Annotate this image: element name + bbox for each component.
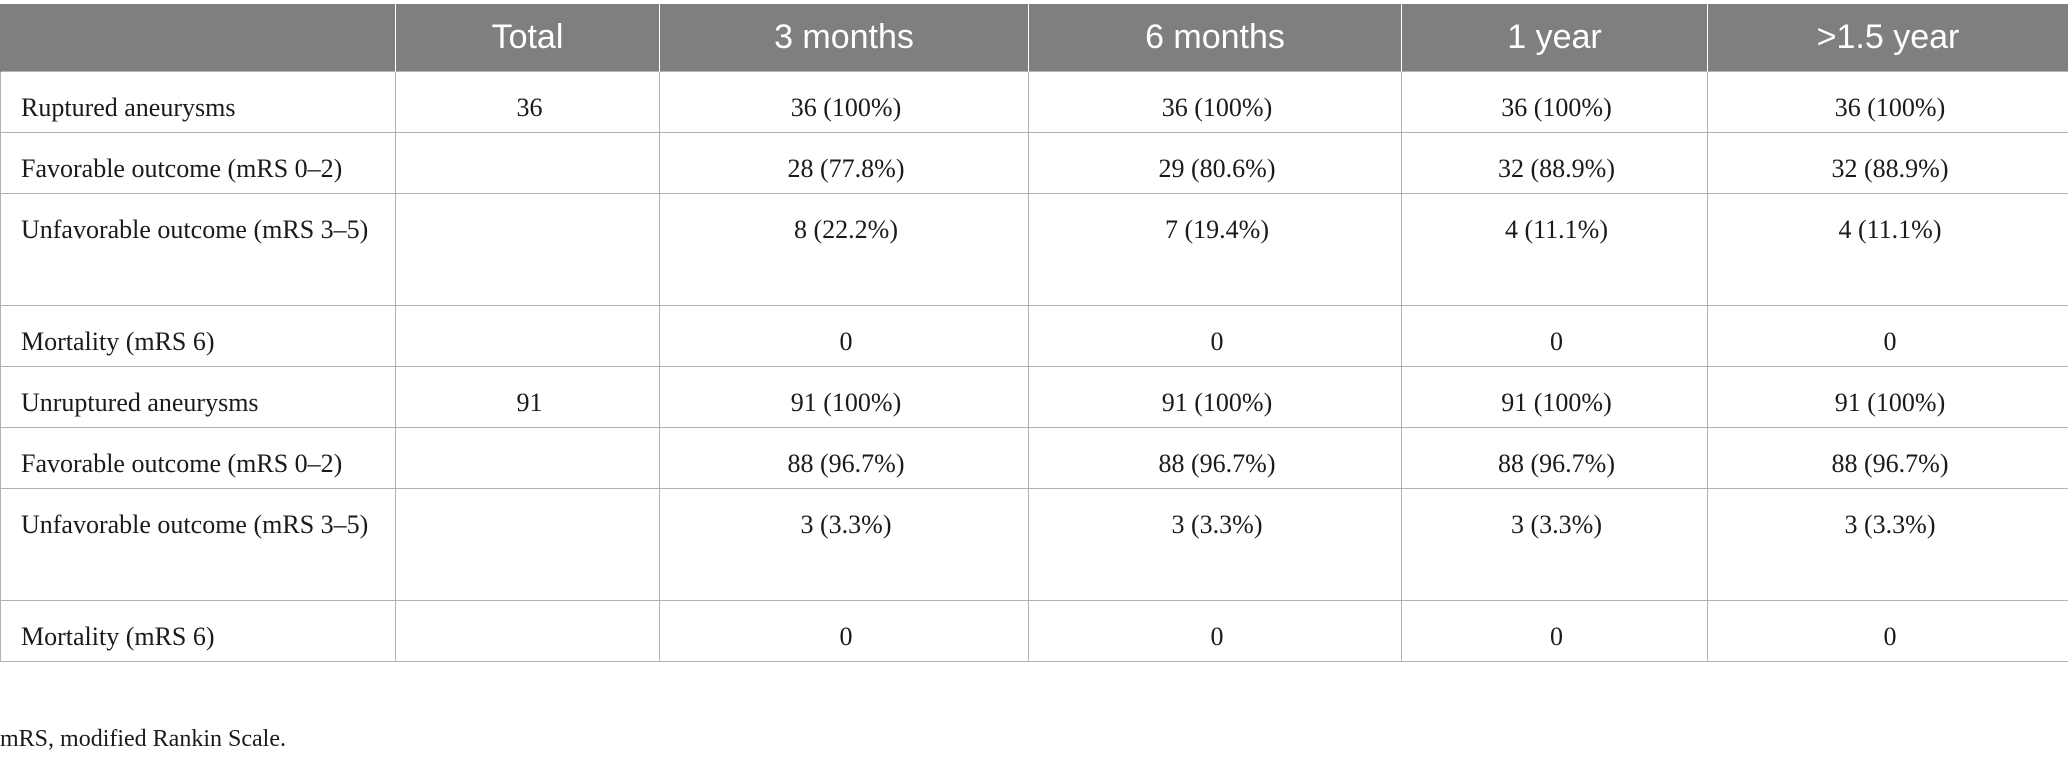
header-cell-1-year: 1 year	[1401, 4, 1708, 72]
cell-total	[395, 600, 660, 662]
row-label: Mortality (mRS 6)	[0, 305, 396, 367]
cell-1-5-year: 0	[1707, 305, 2068, 367]
cell-6-months: 0	[1028, 305, 1402, 367]
cell-total	[395, 488, 660, 601]
table-footnote: mRS, modified Rankin Scale.	[0, 726, 286, 752]
cell-3-months: 88 (96.7%)	[659, 427, 1029, 489]
cell-1-5-year: 36 (100%)	[1707, 71, 2068, 133]
cell-1-year: 0	[1401, 600, 1708, 662]
row-label: Favorable outcome (mRS 0–2)	[0, 427, 396, 489]
header-row: Total 3 months 6 months 1 year >1.5 year	[0, 4, 2068, 72]
table-row: Ruptured aneurysms 36 36 (100%) 36 (100%…	[0, 71, 2068, 133]
outcome-table: Total 3 months 6 months 1 year >1.5 year…	[0, 4, 2068, 662]
cell-6-months: 7 (19.4%)	[1028, 193, 1402, 306]
cell-1-year: 36 (100%)	[1401, 71, 1708, 133]
cell-3-months: 28 (77.8%)	[659, 132, 1029, 194]
cell-3-months: 3 (3.3%)	[659, 488, 1029, 601]
cell-1-5-year: 4 (11.1%)	[1707, 193, 2068, 306]
cell-1-year: 3 (3.3%)	[1401, 488, 1708, 601]
cell-6-months: 0	[1028, 600, 1402, 662]
cell-6-months: 29 (80.6%)	[1028, 132, 1402, 194]
cell-total	[395, 427, 660, 489]
cell-1-5-year: 0	[1707, 600, 2068, 662]
cell-3-months: 0	[659, 305, 1029, 367]
cell-3-months: 8 (22.2%)	[659, 193, 1029, 306]
cell-1-5-year: 3 (3.3%)	[1707, 488, 2068, 601]
row-label: Unfavorable outcome (mRS 3–5)	[0, 488, 396, 601]
cell-3-months: 36 (100%)	[659, 71, 1029, 133]
cell-total	[395, 132, 660, 194]
header-cell-1-5-year: >1.5 year	[1707, 4, 2068, 72]
cell-1-5-year: 88 (96.7%)	[1707, 427, 2068, 489]
cell-1-year: 88 (96.7%)	[1401, 427, 1708, 489]
table-row: Mortality (mRS 6) 0 0 0 0	[0, 305, 2068, 367]
cell-1-5-year: 91 (100%)	[1707, 366, 2068, 428]
table-row: Unfavorable outcome (mRS 3–5) 3 (3.3%) 3…	[0, 488, 2068, 601]
header-cell-3-months: 3 months	[659, 4, 1029, 72]
cell-total	[395, 193, 660, 306]
header-cell-total: Total	[395, 4, 660, 72]
cell-3-months: 0	[659, 600, 1029, 662]
header-cell-label	[0, 4, 396, 72]
cell-3-months: 91 (100%)	[659, 366, 1029, 428]
cell-total: 36	[395, 71, 660, 133]
table-row: Favorable outcome (mRS 0–2) 28 (77.8%) 2…	[0, 132, 2068, 194]
table-row: Unfavorable outcome (mRS 3–5) 8 (22.2%) …	[0, 193, 2068, 306]
row-label: Favorable outcome (mRS 0–2)	[0, 132, 396, 194]
cell-1-year: 91 (100%)	[1401, 366, 1708, 428]
cell-1-year: 4 (11.1%)	[1401, 193, 1708, 306]
row-label: Ruptured aneurysms	[0, 71, 396, 133]
cell-6-months: 91 (100%)	[1028, 366, 1402, 428]
row-label: Mortality (mRS 6)	[0, 600, 396, 662]
row-label: Unfavorable outcome (mRS 3–5)	[0, 193, 396, 306]
cell-6-months: 36 (100%)	[1028, 71, 1402, 133]
cell-6-months: 3 (3.3%)	[1028, 488, 1402, 601]
cell-1-5-year: 32 (88.9%)	[1707, 132, 2068, 194]
header-cell-6-months: 6 months	[1028, 4, 1402, 72]
cell-6-months: 88 (96.7%)	[1028, 427, 1402, 489]
cell-1-year: 32 (88.9%)	[1401, 132, 1708, 194]
table-row: Mortality (mRS 6) 0 0 0 0	[0, 600, 2068, 662]
cell-total: 91	[395, 366, 660, 428]
table-row: Favorable outcome (mRS 0–2) 88 (96.7%) 8…	[0, 427, 2068, 489]
cell-total	[395, 305, 660, 367]
row-label: Unruptured aneurysms	[0, 366, 396, 428]
cell-1-year: 0	[1401, 305, 1708, 367]
table-row: Unruptured aneurysms 91 91 (100%) 91 (10…	[0, 366, 2068, 428]
